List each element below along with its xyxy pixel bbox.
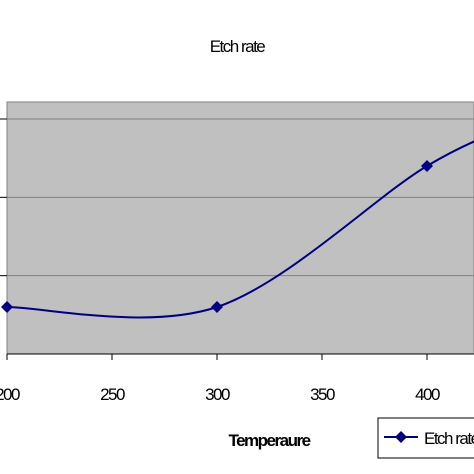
x-tick-label: 400 (415, 385, 440, 404)
data-point-marker (1, 301, 13, 313)
legend-entry-label: Etch rate (424, 429, 474, 448)
chart-title: Etch rate (210, 37, 266, 56)
x-tick-label: 350 (310, 385, 335, 404)
series-markers (1, 160, 433, 313)
x-axis-ticks (0, 118, 428, 360)
legend: Etch rate (377, 417, 474, 459)
x-axis-tick-labels: 200 250 300 350 400 (0, 385, 441, 404)
plot-area (6, 101, 474, 355)
legend-marker-diamond (395, 431, 407, 443)
data-point-marker (421, 160, 433, 172)
data-point-marker (211, 301, 223, 313)
x-axis-label: Temperaure (228, 431, 310, 450)
series-line-etch-rate (6, 140, 474, 319)
x-tick-label: 250 (100, 385, 125, 404)
x-tick-label: 200 (0, 385, 20, 404)
grid-lines (7, 118, 474, 277)
x-tick-label: 300 (205, 385, 230, 404)
